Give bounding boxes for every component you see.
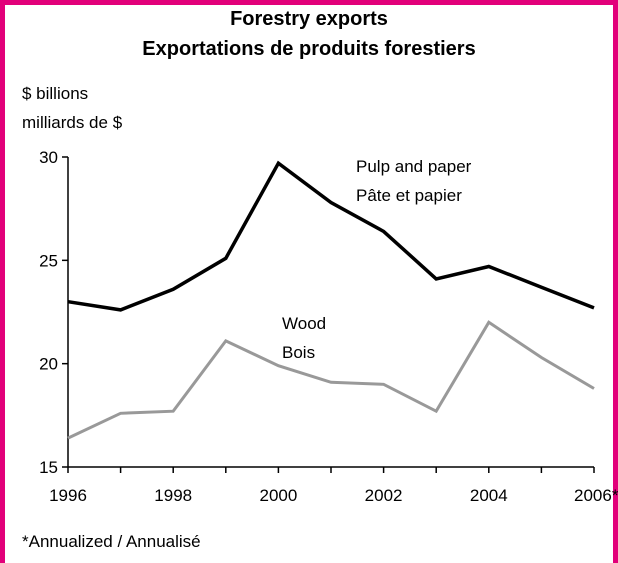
series-label-fr: Bois	[282, 343, 315, 362]
y-axis-label-fr: milliards de $	[22, 113, 123, 132]
y-tick-label: 15	[39, 458, 58, 477]
chart-title: Forestry exports	[230, 8, 388, 30]
y-tick-label: 25	[39, 251, 58, 270]
series-label-fr: Pâte et papier	[356, 186, 462, 205]
x-tick-label: 1998	[154, 486, 192, 505]
y-axis-label-en: $ billions	[22, 84, 89, 103]
series-labels: Pulp and paper Pâte et papier Wood Bois	[282, 157, 472, 362]
series-lines	[67, 160, 595, 440]
x-tick-label: 1996	[49, 486, 87, 505]
y-tick-label: 30	[39, 148, 58, 167]
x-tick-label: 2000	[259, 486, 297, 505]
series-line-wood	[67, 320, 595, 440]
x-tick-label: 2002	[365, 486, 403, 505]
y-tick-label: 20	[39, 355, 58, 374]
series-label-en: Pulp and paper	[356, 157, 472, 176]
series-line-pulp-and-paper	[67, 160, 595, 312]
ticks: 15 20 25 30 1996 1998 2000 2002 2004 2006*	[39, 148, 618, 505]
series-label-en: Wood	[282, 314, 326, 333]
x-tick-label: 2004	[470, 486, 508, 505]
x-tick-label: 2006*	[574, 486, 618, 505]
chart-subtitle: Exportations de produits forestiers	[142, 38, 476, 60]
footnote: *Annualized / Annualisé	[22, 532, 201, 551]
